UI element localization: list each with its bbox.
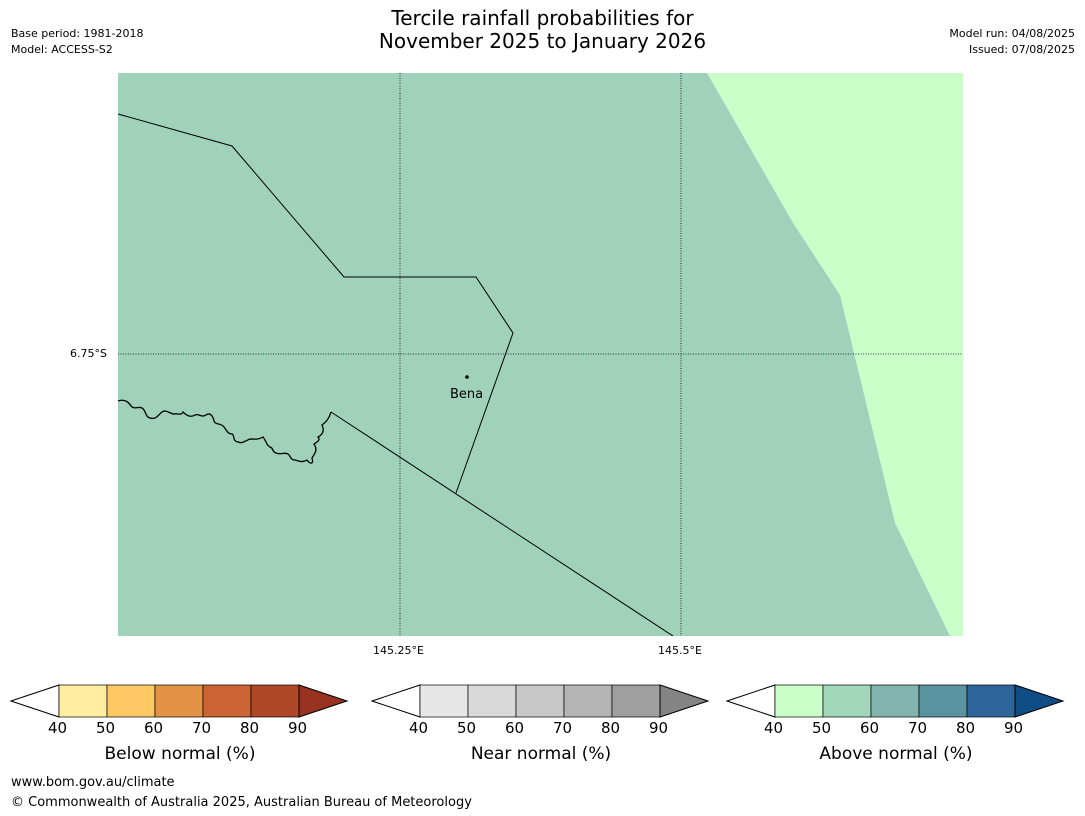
above-tick-40: 40 — [764, 719, 784, 737]
title-line-2: November 2025 to January 2026 — [378, 29, 707, 53]
footer-copyright: © Commonwealth of Australia 2025, Austra… — [11, 795, 472, 810]
near-tick-50: 50 — [457, 719, 477, 737]
province-boundary-south — [330, 411, 674, 636]
model-text: Model: ACCESS-S2 — [11, 43, 113, 56]
province-boundary-north — [118, 113, 514, 494]
issued-text: Issued: 07/08/2025 — [968, 43, 1075, 56]
near-tick-60: 60 — [505, 719, 525, 737]
near-normal-colorbar: 40 50 60 70 80 90 Near normal (%) — [371, 684, 711, 794]
above-normal-colorbar-graphic — [726, 684, 1065, 718]
longitude-label-145-5: 145.5°E — [658, 644, 702, 657]
above-normal-colorbar: 40 50 60 70 80 90 Above normal (%) — [726, 684, 1066, 794]
title-line-1: Tercile rainfall probabilities for — [391, 6, 694, 30]
bena-marker — [465, 375, 469, 379]
near-normal-label: Near normal (%) — [470, 744, 612, 764]
above-tick-60: 60 — [860, 719, 880, 737]
near-tick-40: 40 — [409, 719, 429, 737]
below-normal-colorbar-graphic — [10, 684, 349, 718]
model-run-text: Model run: 04/08/2025 — [949, 27, 1075, 40]
longitude-label-145-25: 145.25°E — [373, 644, 424, 657]
near-tick-80: 80 — [601, 719, 621, 737]
below-tick-40: 40 — [48, 719, 68, 737]
near-tick-90: 90 — [649, 719, 669, 737]
latitude-label: 6.75°S — [70, 347, 107, 360]
city-label-bena: Bena — [450, 387, 484, 402]
below-normal-label: Below normal (%) — [104, 744, 256, 764]
above-tick-90: 90 — [1004, 719, 1024, 737]
near-tick-70: 70 — [553, 719, 573, 737]
above-tick-70: 70 — [908, 719, 928, 737]
above-normal-40-50-region — [707, 73, 963, 636]
below-normal-colorbar: 40 50 60 70 80 90 Below normal (%) — [10, 684, 350, 794]
near-normal-colorbar-graphic — [371, 684, 710, 718]
below-tick-60: 60 — [144, 719, 164, 737]
rainfall-map — [118, 73, 963, 636]
river-line — [118, 399, 332, 464]
above-normal-label: Above normal (%) — [819, 744, 973, 764]
below-tick-90: 90 — [288, 719, 308, 737]
below-tick-50: 50 — [96, 719, 116, 737]
base-period-text: Base period: 1981-2018 — [11, 27, 144, 40]
page-title: Tercile rainfall probabilities for Novem… — [0, 7, 1085, 53]
above-tick-50: 50 — [812, 719, 832, 737]
below-tick-80: 80 — [240, 719, 260, 737]
footer-url: www.bom.gov.au/climate — [11, 775, 175, 790]
above-tick-80: 80 — [956, 719, 976, 737]
below-tick-70: 70 — [192, 719, 212, 737]
